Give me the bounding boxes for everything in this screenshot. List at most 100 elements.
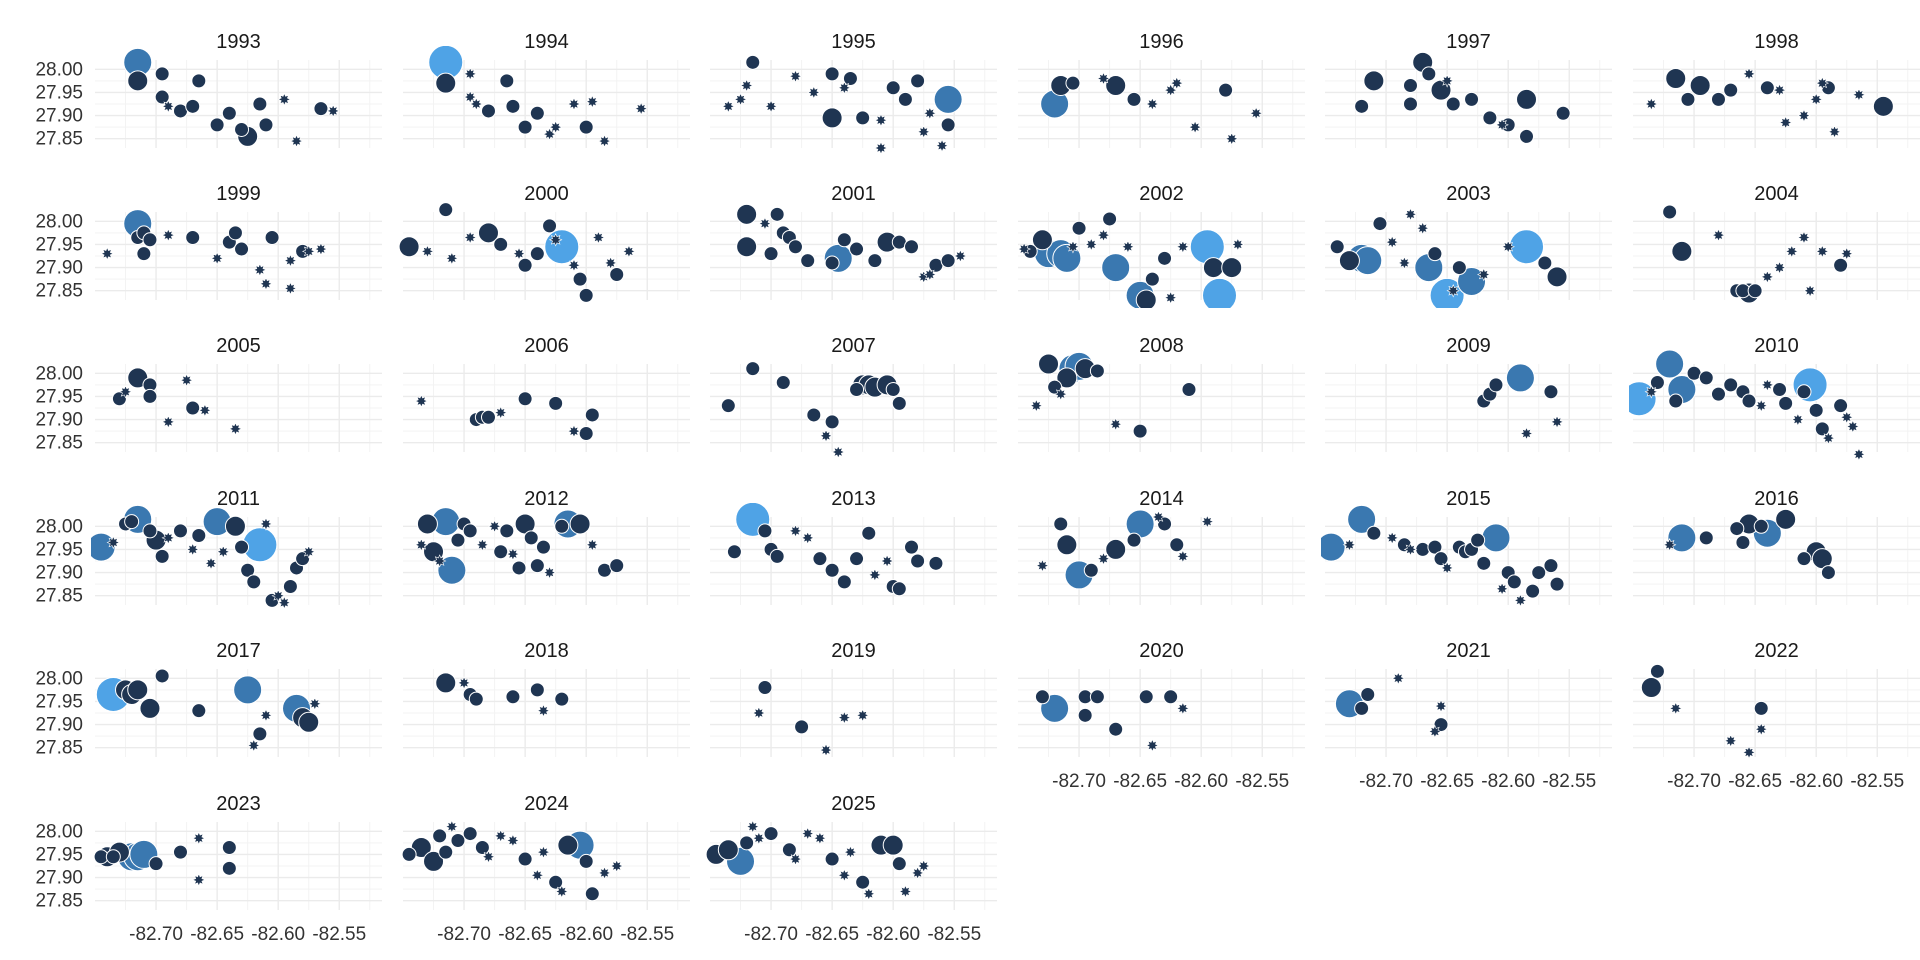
data-point: [185, 542, 200, 557]
facet-title: 2015: [1446, 488, 1491, 510]
data-point: [720, 398, 736, 414]
data-point: [529, 558, 545, 574]
data-point: [1481, 523, 1511, 553]
y-tick-label: 28.00: [35, 668, 83, 689]
x-tick-label: -82.55: [312, 924, 366, 945]
data-point: [204, 556, 218, 571]
data-point: [1445, 96, 1461, 112]
points-layer: [1354, 51, 1571, 144]
data-point: [517, 391, 533, 407]
data-point: [916, 125, 931, 139]
data-point: [1101, 253, 1131, 283]
points-layer: [1321, 504, 1565, 608]
data-point: [940, 117, 956, 133]
data-point: [1135, 289, 1157, 308]
data-point: [1710, 91, 1726, 107]
data-point: [1231, 237, 1245, 252]
data-point: [781, 842, 797, 858]
data-point: [1662, 204, 1678, 220]
data-point: [1668, 393, 1684, 409]
facet-title: 2013: [831, 488, 876, 510]
facet-title: 2001: [831, 183, 876, 205]
data-point: [554, 691, 570, 707]
data-point: [1354, 700, 1370, 716]
data-point: [736, 236, 758, 258]
data-point: [824, 66, 840, 82]
data-point: [824, 414, 840, 430]
data-point: [529, 246, 545, 262]
data-point: [536, 703, 551, 718]
data-point: [733, 92, 748, 107]
points-layer: [1334, 671, 1449, 739]
y-tick-label: 27.90: [35, 715, 83, 736]
data-point: [752, 706, 766, 720]
data-point: [1446, 283, 1460, 298]
data-point: [1555, 105, 1571, 121]
data-point: [221, 860, 237, 876]
points-layer: [1662, 204, 1854, 304]
data-point: [910, 73, 926, 89]
data-point: [1698, 370, 1714, 386]
data-point: [192, 873, 206, 887]
data-point: [505, 98, 521, 114]
facet-title: 1997: [1446, 31, 1491, 53]
data-point: [283, 253, 298, 268]
data-point: [1402, 77, 1418, 93]
data-point: [1753, 700, 1769, 716]
data-point: [578, 119, 594, 135]
data-point: [1415, 541, 1431, 557]
x-tick-label: -82.65: [190, 924, 244, 945]
points-layer: [1640, 663, 1769, 760]
data-point: [1797, 108, 1811, 123]
data-point: [1644, 385, 1659, 399]
y-tick-label: 28.00: [35, 821, 83, 842]
data-point: [308, 696, 322, 711]
data-point: [172, 523, 188, 539]
data-point: [432, 554, 447, 568]
data-point: [1034, 689, 1050, 705]
facet-title: 1998: [1754, 31, 1799, 53]
data-point: [1428, 724, 1442, 739]
data-point: [542, 565, 557, 580]
data-point: [1753, 518, 1769, 534]
data-point: [517, 257, 533, 273]
data-point: [437, 555, 467, 585]
x-tick-label: -82.65: [1420, 771, 1474, 792]
data-point: [849, 551, 865, 567]
data-point: [763, 246, 779, 262]
data-point: [1549, 576, 1565, 592]
facet-title: 2024: [524, 793, 569, 815]
data-point: [745, 54, 761, 70]
data-point: [898, 884, 913, 899]
data-point: [1053, 516, 1069, 532]
data-point: [1029, 398, 1044, 413]
data-point: [548, 120, 563, 134]
data-point: [885, 80, 901, 96]
points-layer: [414, 507, 625, 585]
data-point: [1077, 707, 1093, 723]
data-point: [1815, 76, 1830, 90]
data-point: [127, 679, 149, 701]
data-point: [1181, 381, 1197, 397]
facet-title: 2017: [216, 640, 261, 662]
facet-panel-2021: 2021 -82.70 -82.65 -82.60 -82.55: [1325, 640, 1612, 792]
data-point: [891, 856, 907, 872]
data-point: [246, 574, 262, 590]
data-point: [474, 839, 490, 855]
data-point: [1760, 270, 1775, 284]
x-tick-label: -82.65: [498, 924, 552, 945]
data-point: [1796, 384, 1812, 400]
data-point: [457, 676, 471, 690]
points-layer: [399, 202, 636, 303]
y-tick-label: 27.95: [35, 234, 83, 255]
facet-title: 2020: [1139, 640, 1184, 662]
data-point: [1053, 387, 1068, 401]
facet-panel-2009: 2009: [1325, 335, 1612, 452]
data-point: [529, 682, 545, 698]
data-point: [567, 258, 581, 273]
facet-title: 2011: [217, 488, 260, 510]
data-point: [450, 532, 466, 548]
data-point: [124, 514, 140, 530]
data-point: [435, 672, 457, 694]
